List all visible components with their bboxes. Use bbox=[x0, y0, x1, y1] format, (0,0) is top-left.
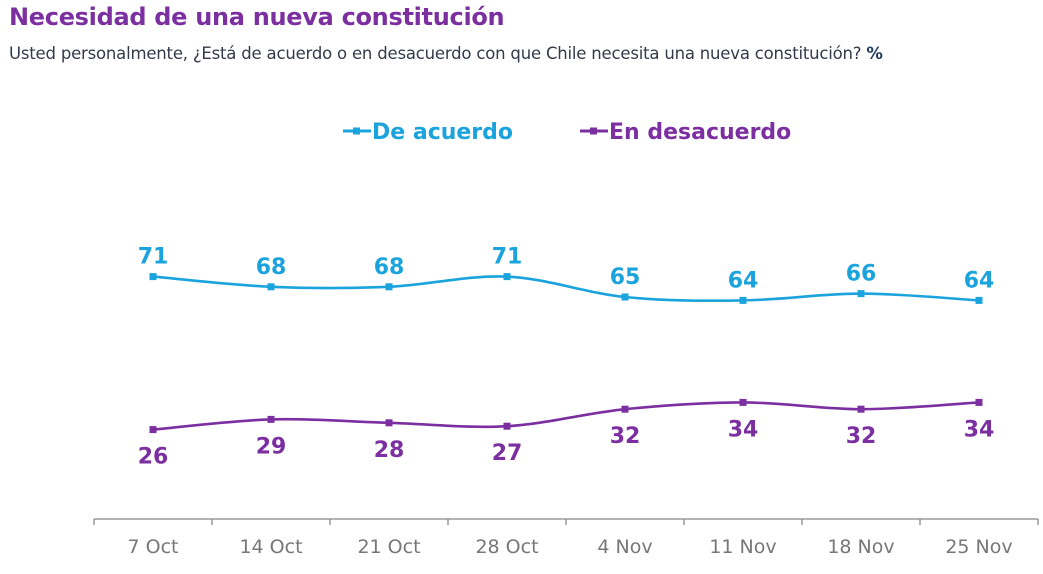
legend-item: De acuerdo bbox=[343, 120, 513, 145]
data-label: 34 bbox=[728, 417, 759, 442]
chart-subtitle: Usted personalmente, ¿Está de acuerdo o … bbox=[9, 44, 883, 63]
data-label: 71 bbox=[492, 245, 523, 270]
x-tick-label: 25 Nov bbox=[945, 536, 1012, 558]
data-label: 64 bbox=[964, 268, 995, 293]
series-line-de-acuerdo bbox=[152, 275, 980, 302]
chart-title: Necesidad de una nueva constitución bbox=[9, 3, 505, 31]
data-point bbox=[739, 296, 747, 304]
data-label: 28 bbox=[374, 438, 405, 463]
data-label: 71 bbox=[138, 245, 169, 270]
data-label: 26 bbox=[138, 445, 169, 470]
legend-marker-icon bbox=[353, 127, 360, 135]
data-point bbox=[975, 296, 983, 304]
data-point bbox=[267, 415, 275, 423]
data-point bbox=[149, 273, 157, 281]
x-tick-label: 28 Oct bbox=[475, 536, 538, 558]
subtitle-text: Usted personalmente, ¿Está de acuerdo o … bbox=[9, 44, 862, 63]
x-tick-label: 7 Oct bbox=[128, 536, 179, 558]
data-point bbox=[621, 405, 629, 413]
legend-marker-icon bbox=[590, 127, 597, 135]
data-label: 27 bbox=[492, 441, 523, 466]
x-tick-label: 14 Oct bbox=[239, 536, 302, 558]
series-line-en-desacuerdo bbox=[152, 401, 980, 431]
legend-label: En desacuerdo bbox=[609, 120, 791, 145]
legend-label: De acuerdo bbox=[372, 120, 513, 145]
x-tick-label: 18 Nov bbox=[827, 536, 894, 558]
data-point bbox=[503, 273, 511, 281]
data-label: 34 bbox=[964, 417, 995, 442]
data-label: 32 bbox=[846, 424, 877, 449]
data-point bbox=[385, 419, 393, 427]
data-point bbox=[975, 398, 983, 406]
data-point bbox=[621, 293, 629, 301]
data-point bbox=[857, 405, 865, 413]
data-label: 32 bbox=[610, 424, 641, 449]
data-label: 65 bbox=[610, 265, 641, 290]
data-label: 66 bbox=[846, 262, 877, 287]
data-point bbox=[739, 398, 747, 406]
data-point bbox=[857, 290, 865, 298]
data-label: 68 bbox=[256, 255, 287, 280]
data-point bbox=[267, 283, 275, 291]
x-tick-label: 21 Oct bbox=[357, 536, 420, 558]
data-point bbox=[385, 283, 393, 291]
legend-item: En desacuerdo bbox=[580, 120, 791, 145]
data-label: 29 bbox=[256, 434, 287, 459]
data-point bbox=[149, 426, 157, 434]
data-label: 64 bbox=[728, 268, 759, 293]
x-tick-label: 4 Nov bbox=[597, 536, 652, 558]
unit-label: % bbox=[866, 44, 883, 63]
x-tick-label: 11 Nov bbox=[709, 536, 776, 558]
data-point bbox=[503, 422, 511, 430]
data-label: 68 bbox=[374, 255, 405, 280]
